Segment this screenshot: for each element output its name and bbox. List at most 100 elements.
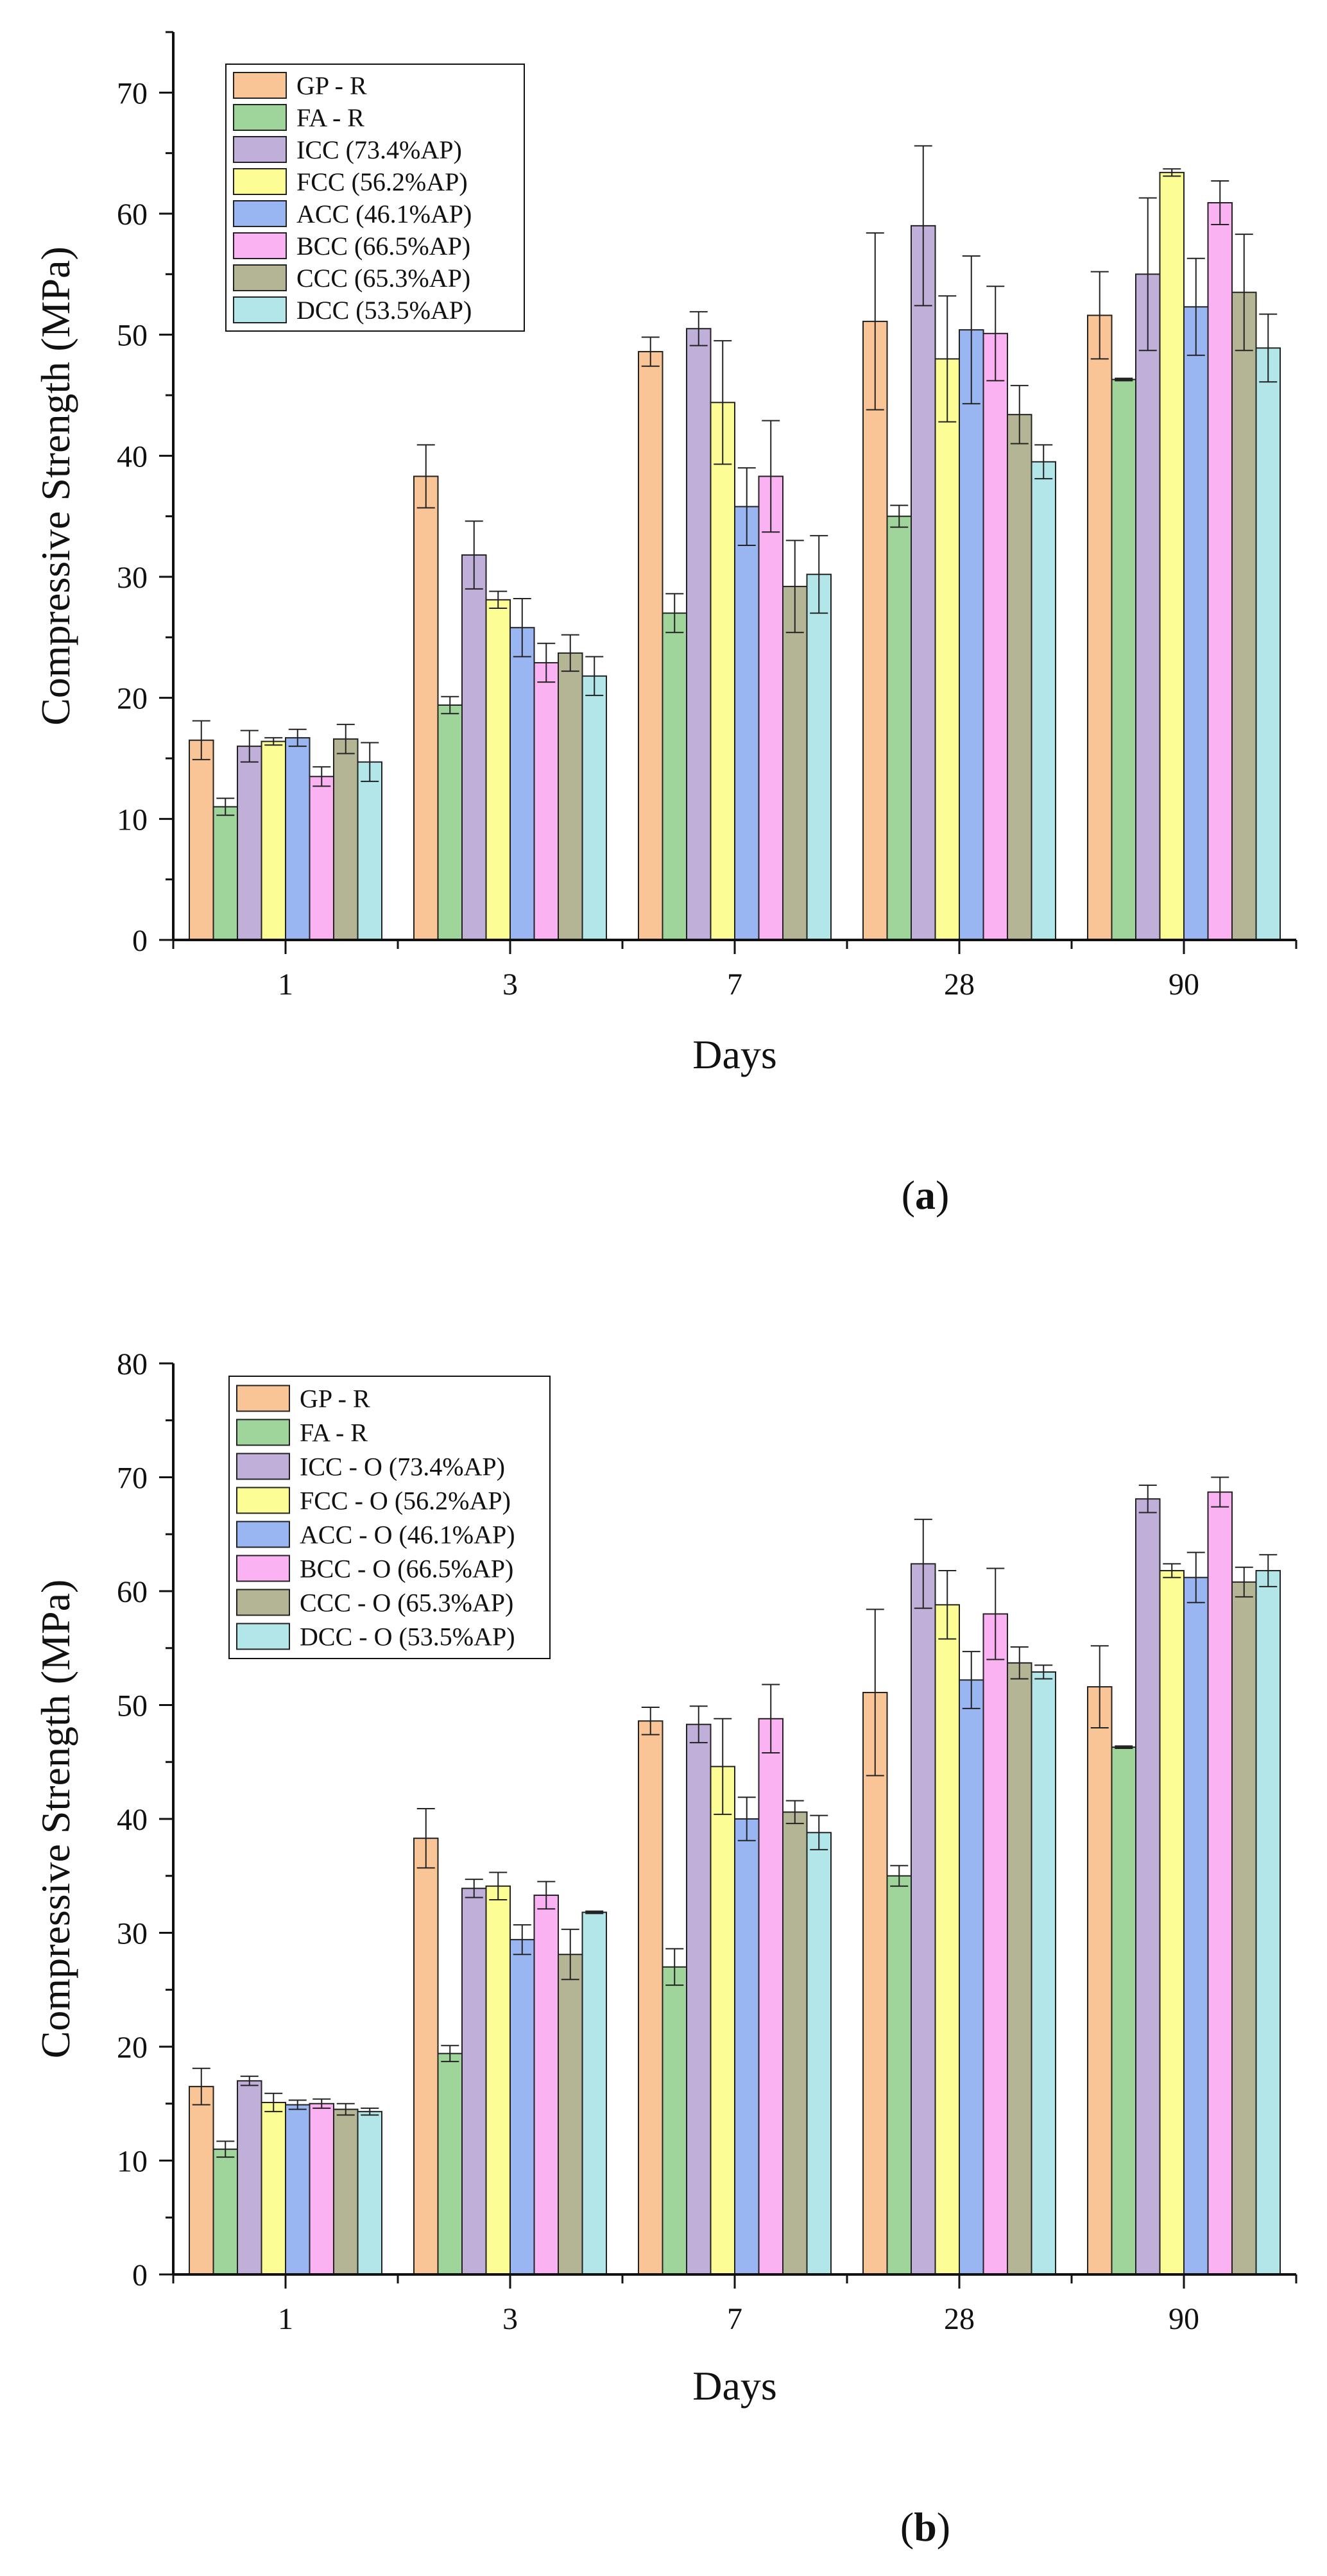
bar-icc-73-4-ap--day-3 — [461, 554, 487, 941]
bar-icc-73-4-ap--day-90 — [1135, 273, 1161, 941]
x-tick-label: 90 — [1169, 968, 1199, 1002]
x-tick-label: 28 — [944, 968, 975, 1002]
bar-bcc-66-5-ap--day-90 — [1207, 202, 1233, 941]
bar-icc-73-4-ap--day-1 — [237, 746, 262, 941]
y-tick-label: 60 — [117, 198, 148, 232]
y-tick-label: 10 — [117, 803, 148, 837]
bar-fa-r-day-7 — [662, 612, 687, 941]
y-tick-label: 70 — [117, 76, 148, 110]
bar-dcc-53-5-ap--day-3 — [581, 675, 607, 941]
panel-label-letter: a — [915, 1172, 936, 1218]
bar-gp-r-day-28 — [862, 1691, 888, 2276]
x-tick-label: 7 — [727, 2302, 742, 2336]
x-tick-label: 7 — [727, 968, 742, 1002]
bar-gp-r-day-28 — [862, 320, 888, 941]
y-tick-label: 20 — [117, 2031, 148, 2065]
y-axis-title: Compressive Strength (MPa) — [33, 246, 78, 726]
legend-swatch — [236, 1419, 290, 1446]
panel-label-letter: b — [914, 2504, 937, 2550]
bar-dcc-o-53-5-ap--day-7 — [806, 1832, 832, 2276]
x-tick-label: 1 — [278, 2302, 293, 2336]
bar-gp-r-day-1 — [189, 2086, 214, 2275]
x-axis-title: Days — [692, 2363, 777, 2409]
y-tick-label: 40 — [117, 1803, 148, 1837]
bar-icc-o-73-4-ap--day-3 — [461, 1888, 487, 2275]
bar-dcc-53-5-ap--day-28 — [1031, 461, 1056, 941]
bar-bcc-o-66-5-ap--day-1 — [309, 2103, 334, 2275]
bar-ccc-o-65-3-ap--day-7 — [782, 1811, 808, 2276]
bar-fcc-56-2-ap--day-28 — [934, 358, 960, 941]
legend-label: FA - R — [296, 103, 364, 132]
bar-ccc-o-65-3-ap--day-3 — [558, 1954, 583, 2276]
legend-label: FA - R — [300, 1419, 368, 1447]
bar-dcc-53-5-ap--day-90 — [1255, 347, 1281, 941]
legend-swatch — [236, 1487, 290, 1514]
bar-acc-46-1-ap--day-3 — [509, 627, 535, 941]
legend-label: GP - R — [300, 1385, 370, 1413]
bar-acc-o-46-1-ap--day-90 — [1183, 1576, 1209, 2275]
bar-ccc-o-65-3-ap--day-1 — [333, 2108, 359, 2275]
legend-swatch — [236, 1623, 290, 1650]
legend-swatch — [233, 232, 287, 259]
bar-bcc-66-5-ap--day-7 — [758, 475, 783, 941]
legend-swatch — [233, 200, 287, 227]
panel-label-close-paren: ) — [937, 2504, 950, 2550]
bar-acc-46-1-ap--day-28 — [959, 329, 984, 941]
bar-fa-r-day-90 — [1111, 379, 1136, 941]
bar-gp-r-day-3 — [413, 475, 439, 941]
y-tick-label: 60 — [117, 1575, 148, 1609]
bar-dcc-o-53-5-ap--day-3 — [581, 1911, 607, 2276]
bar-icc-73-4-ap--day-7 — [686, 328, 712, 941]
x-axis-title: Days — [692, 1032, 777, 1077]
legend-label: ICC (73.4%AP) — [296, 135, 462, 164]
legend-label: BCC - O (66.5%AP) — [300, 1555, 513, 1583]
legend-label: FCC (56.2%AP) — [296, 167, 468, 196]
bar-bcc-66-5-ap--day-3 — [533, 661, 559, 941]
bar-ccc-65-3-ap--day-1 — [333, 738, 359, 941]
bar-dcc-o-53-5-ap--day-90 — [1255, 1570, 1281, 2275]
x-tick-label: 90 — [1169, 2302, 1199, 2336]
bar-fa-r-day-3 — [437, 2052, 463, 2275]
legend-label: GP - R — [296, 71, 367, 100]
bar-bcc-66-5-ap--day-28 — [982, 332, 1008, 941]
panel-b-chart: 0 10 20 30 40 50 60 70 80 1 3 7 28 90 Days Compressive … — [33, 1347, 1297, 2550]
bar-fa-r-day-1 — [212, 2148, 238, 2275]
bar-fcc-o-56-2-ap--day-3 — [485, 1885, 511, 2276]
y-tick-label: 0 — [132, 924, 148, 958]
x-tick-label: 1 — [278, 968, 293, 1002]
bar-icc-o-73-4-ap--day-7 — [686, 1723, 712, 2276]
bar-acc-o-46-1-ap--day-3 — [509, 1939, 535, 2275]
bar-acc-o-46-1-ap--day-28 — [959, 1679, 984, 2275]
bar-gp-r-day-90 — [1087, 1686, 1113, 2276]
bar-bcc-o-66-5-ap--day-3 — [533, 1894, 559, 2276]
y-tick-label: 10 — [117, 2145, 148, 2179]
legend-label: FCC - O (56.2%AP) — [300, 1487, 511, 1515]
legend-swatch — [233, 104, 287, 131]
bar-fcc-56-2-ap--day-7 — [710, 402, 735, 941]
panel-label-open-paren: ( — [900, 2504, 914, 2550]
legend-swatch — [233, 264, 287, 291]
legend-swatch — [236, 1521, 290, 1548]
bar-fcc-56-2-ap--day-1 — [261, 740, 286, 941]
y-tick-label: 70 — [117, 1462, 148, 1496]
bar-gp-r-day-90 — [1087, 314, 1113, 941]
bar-bcc-66-5-ap--day-1 — [309, 776, 334, 941]
legend-swatch — [233, 136, 287, 163]
y-tick-label: 30 — [117, 561, 148, 595]
x-tick-label: 28 — [944, 2302, 975, 2336]
legend-swatch — [233, 296, 287, 323]
y-tick-label: 80 — [117, 1347, 148, 1381]
legend-label: DCC - O (53.5%AP) — [300, 1623, 515, 1651]
bar-icc-73-4-ap--day-28 — [911, 225, 936, 941]
bar-icc-o-73-4-ap--day-1 — [237, 2080, 262, 2275]
bar-ccc-65-3-ap--day-3 — [558, 652, 583, 941]
bar-ccc-65-3-ap--day-7 — [782, 586, 808, 941]
legend-label: BCC (66.5%AP) — [296, 232, 470, 260]
bar-fcc-56-2-ap--day-3 — [485, 599, 511, 941]
legend-label: DCC (53.5%AP) — [296, 296, 472, 325]
bar-ccc-o-65-3-ap--day-90 — [1231, 1581, 1257, 2275]
y-tick-label: 40 — [117, 439, 148, 473]
bar-gp-r-day-7 — [638, 351, 664, 941]
bar-fcc-o-56-2-ap--day-28 — [934, 1604, 960, 2275]
